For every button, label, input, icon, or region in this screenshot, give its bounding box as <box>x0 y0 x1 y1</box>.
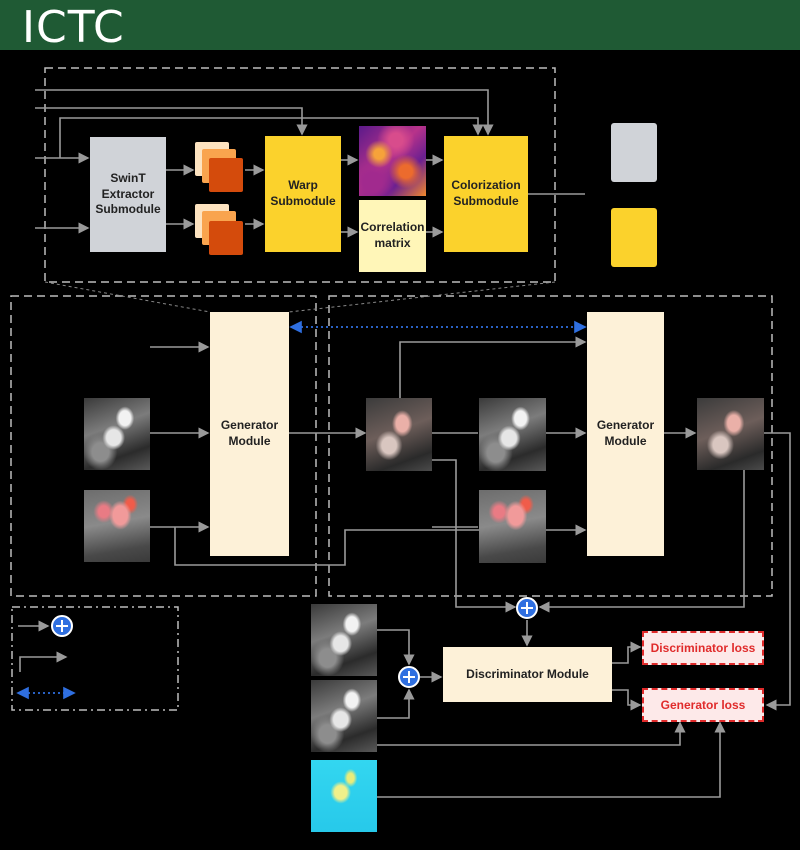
generator-module-right: Generator Module <box>587 312 664 556</box>
generator-module-left: Generator Module <box>210 312 289 556</box>
discriminator-input-image-2 <box>311 680 377 752</box>
page-title: ICTC <box>22 2 125 53</box>
header-bar: ICTC <box>0 0 800 53</box>
top-extractor-region <box>44 67 556 283</box>
colorized-output-image-2 <box>697 398 764 470</box>
legend-gray-swatch <box>611 123 657 182</box>
concat-node-top <box>516 597 538 619</box>
legend-concat-node <box>51 615 73 637</box>
grayscale-target-image-2 <box>479 398 546 471</box>
discriminator-input-image-1 <box>311 604 377 676</box>
colorized-output-image <box>366 398 432 471</box>
correlation-heatmap-image <box>359 126 426 196</box>
colorization-submodule: Colorization Submodule <box>444 136 528 252</box>
correlation-matrix: Correlation matrix <box>359 200 426 272</box>
discriminator-loss: Discriminator loss <box>642 631 764 665</box>
generator-loss: Generator loss <box>642 688 764 722</box>
feature-map <box>209 221 243 255</box>
swint-extractor-submodule: SwinT Extractor Submodule <box>90 137 166 252</box>
segmentation-mask-image <box>311 760 377 832</box>
feature-map <box>209 158 243 192</box>
discriminator-module: Discriminator Module <box>443 647 612 702</box>
left-generator-region <box>10 295 317 597</box>
reference-image-2 <box>479 490 546 563</box>
warp-submodule: Warp Submodule <box>265 136 341 252</box>
reference-image <box>84 490 150 562</box>
right-generator-region <box>328 295 773 597</box>
legend-yellow-swatch <box>611 208 657 267</box>
concat-node-bottom <box>398 666 420 688</box>
grayscale-target-image <box>84 398 150 470</box>
legend-region <box>11 606 179 711</box>
